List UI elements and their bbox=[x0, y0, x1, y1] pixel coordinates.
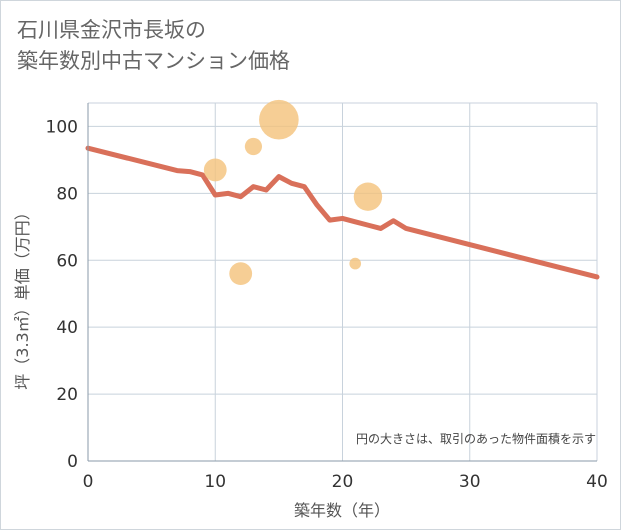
data-bubble bbox=[353, 182, 383, 211]
data-bubble bbox=[259, 99, 299, 140]
trend-line-group bbox=[85, 145, 600, 280]
trend-line bbox=[85, 145, 600, 280]
x-tick-label: 20 bbox=[332, 472, 354, 492]
x-tick-label: 0 bbox=[83, 472, 94, 492]
y-tick-label: 60 bbox=[56, 251, 78, 271]
bubble-group bbox=[203, 99, 383, 286]
y-tick-label: 0 bbox=[67, 452, 78, 472]
bubble-size-note: 円の大きさは、取引のあった物件面積を示す bbox=[356, 431, 596, 446]
axes: 0 10 20 30 40 0 20 40 60 80 100 bbox=[46, 103, 608, 492]
y-tick-label: 40 bbox=[56, 318, 78, 338]
x-tick-label: 40 bbox=[586, 472, 608, 492]
x-tick-label: 10 bbox=[204, 472, 226, 492]
data-bubble bbox=[349, 257, 362, 270]
y-axis-label: 坪（3.3㎡）単価（万円） bbox=[13, 204, 32, 389]
data-bubble bbox=[203, 158, 227, 182]
data-bubble bbox=[244, 137, 263, 156]
grid-lines bbox=[88, 102, 598, 461]
y-tick-label: 20 bbox=[56, 385, 78, 405]
x-tick-label: 30 bbox=[459, 472, 481, 492]
y-tick-label: 100 bbox=[46, 117, 78, 137]
chart-title: 石川県金沢市長坂の 築年数別中古マンション価格 bbox=[17, 15, 577, 77]
data-bubble bbox=[229, 262, 253, 286]
y-tick-label: 80 bbox=[56, 184, 78, 204]
x-axis-label: 築年数（年） bbox=[294, 501, 390, 520]
chart-title-line2: 築年数別中古マンション価格 bbox=[17, 49, 290, 73]
chart-title-line1: 石川県金沢市長坂の bbox=[17, 18, 206, 42]
